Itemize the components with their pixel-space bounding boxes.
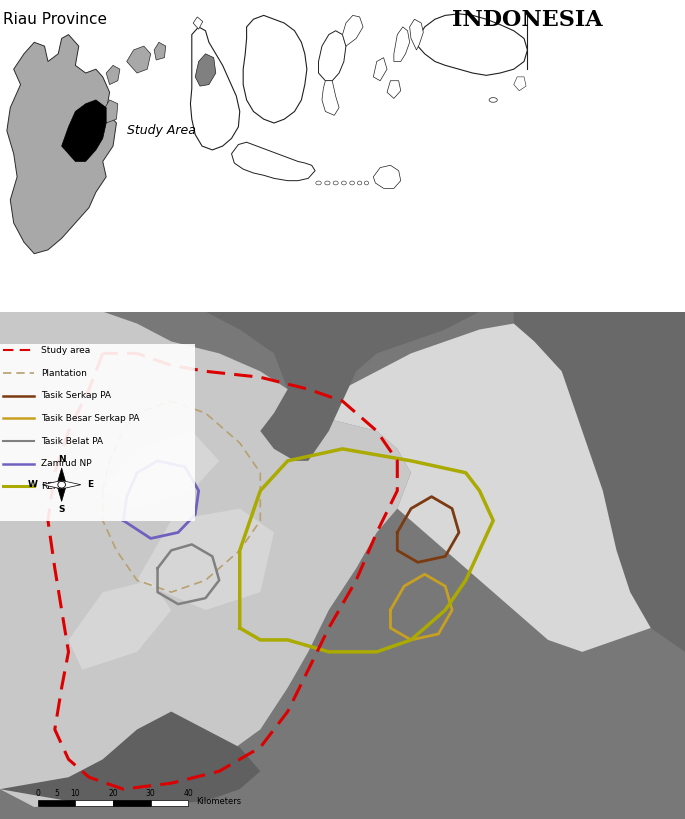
Polygon shape bbox=[410, 19, 423, 50]
Polygon shape bbox=[137, 509, 274, 610]
Polygon shape bbox=[514, 311, 685, 652]
Ellipse shape bbox=[333, 181, 338, 185]
Polygon shape bbox=[127, 46, 151, 73]
Polygon shape bbox=[106, 66, 120, 84]
Bar bbox=[0, 345, 195, 521]
Bar bbox=[38, 800, 75, 806]
Polygon shape bbox=[387, 81, 401, 98]
Polygon shape bbox=[190, 27, 240, 150]
Ellipse shape bbox=[325, 181, 330, 185]
Text: 10: 10 bbox=[71, 789, 80, 798]
Polygon shape bbox=[243, 16, 307, 123]
Ellipse shape bbox=[341, 181, 347, 185]
Text: RER: RER bbox=[41, 482, 59, 491]
Text: Zamrud NP: Zamrud NP bbox=[41, 459, 92, 468]
Ellipse shape bbox=[316, 181, 321, 185]
Text: Plantation: Plantation bbox=[41, 369, 87, 378]
Text: 20: 20 bbox=[108, 789, 118, 798]
Polygon shape bbox=[154, 43, 166, 60]
Text: Study Area: Study Area bbox=[127, 124, 196, 138]
Text: Tasik Serkap PA: Tasik Serkap PA bbox=[41, 391, 111, 400]
Text: N: N bbox=[58, 455, 66, 464]
Polygon shape bbox=[68, 580, 171, 670]
Polygon shape bbox=[373, 57, 387, 81]
Polygon shape bbox=[0, 712, 260, 819]
Ellipse shape bbox=[350, 181, 354, 185]
Text: Study area: Study area bbox=[41, 346, 90, 355]
Text: 40: 40 bbox=[184, 789, 193, 798]
Polygon shape bbox=[373, 165, 401, 188]
Polygon shape bbox=[62, 100, 106, 161]
Bar bbox=[113, 800, 151, 806]
Polygon shape bbox=[193, 17, 203, 29]
Text: S: S bbox=[58, 505, 65, 514]
Polygon shape bbox=[7, 34, 116, 254]
Polygon shape bbox=[195, 54, 216, 86]
Polygon shape bbox=[342, 16, 363, 46]
Polygon shape bbox=[394, 27, 410, 61]
Text: Tasik Belat PA: Tasik Belat PA bbox=[41, 437, 103, 446]
Ellipse shape bbox=[364, 181, 369, 185]
Circle shape bbox=[58, 482, 66, 488]
Polygon shape bbox=[0, 311, 411, 807]
Polygon shape bbox=[322, 81, 339, 115]
Polygon shape bbox=[308, 311, 685, 652]
Ellipse shape bbox=[489, 97, 497, 102]
Text: 5: 5 bbox=[54, 789, 59, 798]
Polygon shape bbox=[103, 431, 219, 509]
Text: 0: 0 bbox=[35, 789, 40, 798]
Polygon shape bbox=[42, 481, 62, 489]
Text: Kilometers: Kilometers bbox=[197, 797, 242, 806]
Text: Riau Province: Riau Province bbox=[3, 11, 108, 27]
Polygon shape bbox=[103, 100, 118, 123]
Polygon shape bbox=[62, 481, 81, 489]
Text: E: E bbox=[88, 480, 93, 489]
Bar bbox=[151, 800, 188, 806]
Polygon shape bbox=[232, 143, 315, 181]
Polygon shape bbox=[57, 468, 66, 485]
Text: INDONESIA: INDONESIA bbox=[452, 9, 603, 31]
Polygon shape bbox=[418, 14, 527, 75]
Text: 30: 30 bbox=[146, 789, 155, 798]
Text: W: W bbox=[28, 480, 38, 489]
Polygon shape bbox=[57, 485, 66, 501]
Polygon shape bbox=[319, 31, 346, 81]
Polygon shape bbox=[206, 311, 480, 461]
Text: Tasik Besar Serkap PA: Tasik Besar Serkap PA bbox=[41, 414, 140, 423]
Ellipse shape bbox=[358, 181, 362, 185]
Bar bbox=[75, 800, 113, 806]
Polygon shape bbox=[514, 77, 526, 91]
